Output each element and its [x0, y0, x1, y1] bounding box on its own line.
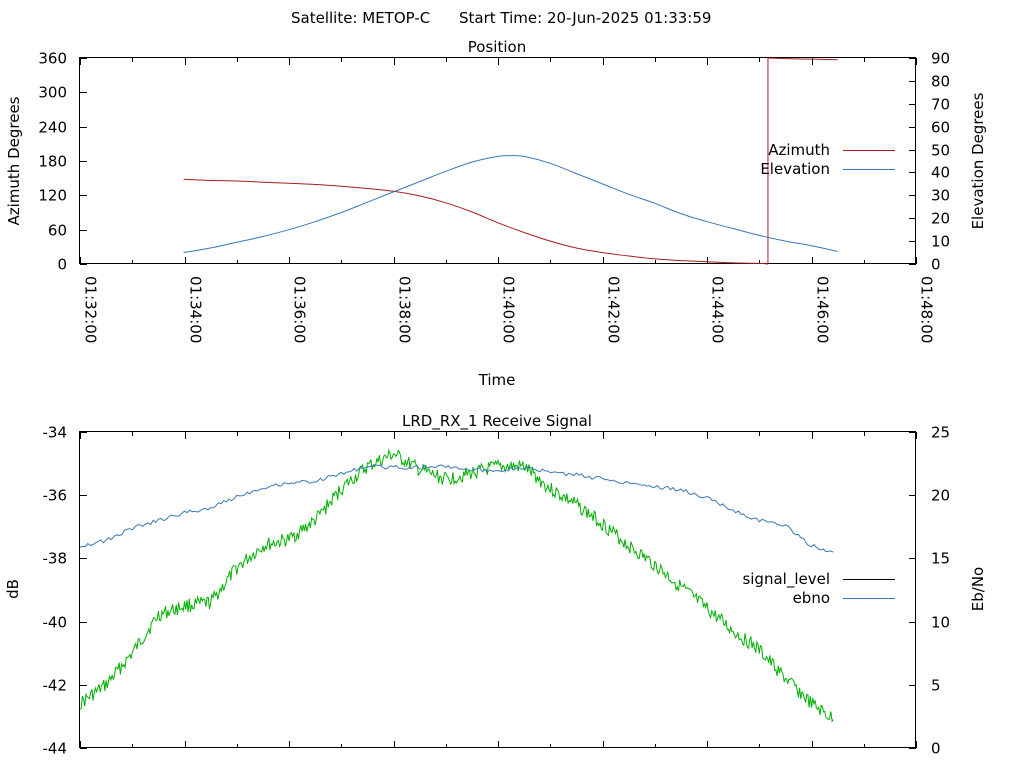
signal-y2-tick-label: 15	[931, 550, 950, 568]
elevation-series-line	[183, 155, 838, 254]
signal-level-series-line	[79, 448, 834, 723]
position-x-tick-label: 01:36:00	[291, 276, 309, 343]
signal-y-tick-label: -38	[43, 550, 68, 568]
signal-y2-tick-label: 25	[931, 424, 950, 442]
azimuth-series-line	[183, 178, 769, 265]
position-y-tick-label: 0	[57, 256, 67, 274]
signal-y-tick-label: -40	[43, 614, 68, 632]
legend-label: ebno	[793, 589, 830, 607]
position-y2-tick-label: 50	[931, 142, 950, 160]
position-chart-title: Position	[468, 38, 526, 56]
signal-y2-tick-label: 5	[931, 677, 941, 695]
signal-y2-tick-label: 10	[931, 614, 950, 632]
signal-y-axis-label: dB	[4, 579, 22, 599]
position-y-tick-label: 120	[38, 187, 67, 205]
signal-y-tick-label: -36	[43, 487, 68, 505]
position-y-axis-label: Azimuth Degrees	[5, 96, 23, 225]
signal-y-tick-label: -44	[43, 740, 68, 758]
position-y2-tick-label: 90	[931, 50, 950, 68]
position-y2-tick-label: 40	[931, 164, 950, 182]
azimuth-series-line-wrapped	[767, 57, 838, 61]
position-y-tick-label: 60	[48, 222, 67, 240]
position-y2-axis-label: Elevation Degrees	[969, 92, 987, 229]
position-y2-tick-label: 0	[931, 256, 941, 274]
position-y2-tick-label: 20	[931, 210, 950, 228]
position-x-tick-label: 01:46:00	[814, 276, 832, 343]
legend-label: Elevation	[760, 160, 830, 178]
position-x-tick-label: 01:40:00	[500, 276, 518, 343]
position-x-tick-label: 01:42:00	[605, 276, 623, 343]
signal-y2-tick-label: 0	[931, 740, 941, 758]
legend-label: Azimuth	[768, 141, 830, 159]
signal-y2-axis-label: Eb/No	[969, 567, 987, 611]
position-x-tick-label: 01:48:00	[918, 276, 936, 343]
signal-plot-frame	[79, 431, 916, 748]
position-y2-tick-label: 60	[931, 119, 950, 137]
signal-y-tick-label: -42	[43, 677, 68, 695]
position-x-tick-label: 01:38:00	[396, 276, 414, 343]
signal-chart-title: LRD_RX_1 Receive Signal	[402, 412, 592, 431]
legend-label: signal_level	[742, 570, 830, 589]
signal-y2-tick-label: 20	[931, 487, 950, 505]
position-y-tick-label: 240	[38, 119, 67, 137]
satellite-label: Satellite: METOP-C	[291, 9, 430, 27]
position-y2-tick-label: 70	[931, 96, 950, 114]
position-y-tick-label: 360	[38, 50, 67, 68]
signal-y-tick-label: -34	[43, 424, 68, 442]
position-x-tick-label: 01:32:00	[82, 276, 100, 343]
position-plot-frame	[79, 57, 916, 264]
position-y2-tick-label: 10	[931, 233, 950, 251]
position-y-tick-label: 180	[38, 153, 67, 171]
position-y2-tick-label: 30	[931, 187, 950, 205]
ebno-series-line	[79, 464, 834, 553]
position-y-tick-label: 300	[38, 84, 67, 102]
position-y2-tick-label: 80	[931, 73, 950, 91]
position-x-axis-label: Time	[478, 371, 516, 389]
start-time-label: Start Time: 20-Jun-2025 01:33:59	[459, 9, 711, 27]
position-x-tick-label: 01:44:00	[709, 276, 727, 343]
position-x-tick-label: 01:34:00	[187, 276, 205, 343]
